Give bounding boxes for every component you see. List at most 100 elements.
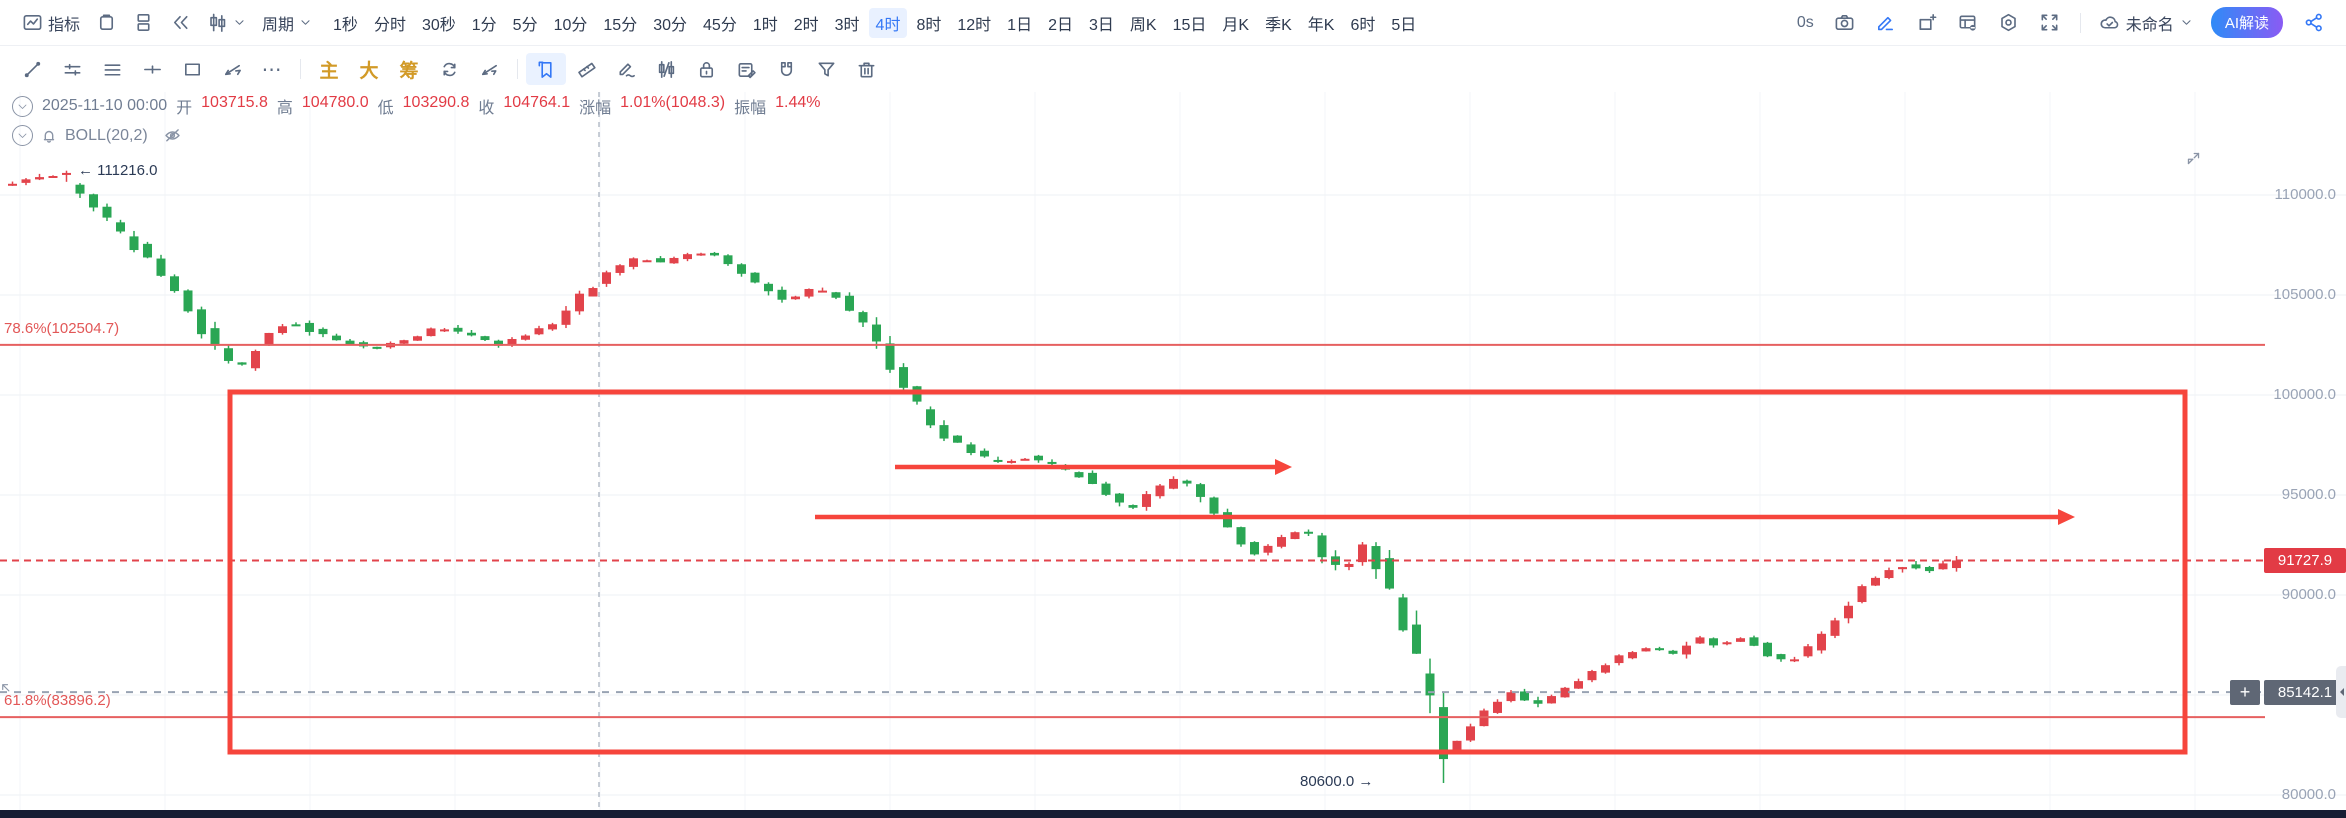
add-order-button[interactable]: + — [2230, 679, 2260, 705]
magnet-tool[interactable] — [766, 53, 806, 85]
timeframe-8时[interactable]: 8时 — [916, 16, 942, 34]
timeframe-30分[interactable]: 30分 — [653, 16, 688, 34]
main-chart-button[interactable]: 主 — [319, 60, 339, 82]
y-axis-label[interactable]: 110000.0 — [2274, 186, 2336, 203]
compare-candles-tool[interactable] — [646, 53, 686, 85]
chart-area: 2025-11-10 00:00 开 103715.8 高 104780.0 低 1032… — [0, 92, 2346, 818]
peak-price-annotation[interactable]: ← 111216.0 — [78, 161, 158, 179]
timeframe-10分[interactable]: 10分 — [553, 16, 588, 34]
timeframe-45分[interactable]: 45分 — [703, 16, 737, 34]
candle-datetime: 2025-11-10 00:00 — [42, 97, 168, 114]
horizontal-line-tool[interactable] — [132, 53, 172, 85]
drawing-board-button[interactable] — [88, 12, 125, 33]
parallel-lines-tool[interactable] — [52, 53, 92, 85]
y-axis-label[interactable]: 80000.0 — [2281, 786, 2336, 803]
timeframe-12时[interactable]: 12时 — [957, 16, 992, 34]
parallel-lines-icon — [64, 63, 80, 76]
indicator-label: 指标 — [48, 16, 81, 34]
fullscreen-button[interactable] — [2031, 12, 2068, 33]
cycle-edit-tool[interactable] — [429, 53, 469, 85]
period-dropdown[interactable]: 周期 — [254, 11, 320, 35]
candle-style-button[interactable] — [199, 12, 254, 33]
timeframe-月K[interactable]: 月K — [1222, 16, 1250, 34]
timeframe-1分[interactable]: 1分 — [471, 16, 497, 34]
pane-expand-button[interactable] — [2185, 150, 2202, 172]
screenshot-button[interactable] — [1826, 12, 1863, 33]
template-button[interactable] — [1949, 12, 1986, 33]
y-axis-label[interactable]: 105000.0 — [2273, 286, 2336, 303]
more-tools-button[interactable]: ⋯ — [252, 53, 292, 85]
freehand-pencil-tool[interactable] — [606, 53, 646, 85]
current-price-badge: 91727.9 — [2264, 547, 2346, 573]
timeframe-1时[interactable]: 1时 — [752, 16, 778, 34]
timeframe-15日[interactable]: 15日 — [1172, 16, 1207, 34]
trash-tool[interactable] — [846, 53, 886, 85]
ruler-tool[interactable] — [566, 53, 606, 85]
split-layout-button[interactable] — [125, 12, 162, 33]
collapse-chevron-icon[interactable] — [12, 125, 33, 146]
rectangle-tool[interactable] — [172, 53, 212, 85]
panel-collapse-tab[interactable] — [2336, 666, 2346, 719]
share-button[interactable] — [2295, 12, 2332, 33]
indicator-button[interactable]: 指标 — [14, 11, 88, 35]
order-price-badge[interactable]: 85142.1 — [2264, 679, 2346, 705]
timeframe-15分[interactable]: 15分 — [603, 16, 638, 34]
fib-retracement-tool[interactable] — [212, 53, 252, 85]
timeframe-分时[interactable]: 分时 — [373, 16, 406, 34]
indicator-chart-icon — [23, 15, 42, 30]
timeframe-1日[interactable]: 1日 — [1007, 16, 1033, 34]
ai-analysis-button[interactable]: AI解读 — [2210, 7, 2283, 38]
timeframe-周K[interactable]: 周K — [1129, 16, 1157, 34]
filter-tool[interactable] — [806, 53, 846, 85]
timeframe-4时[interactable]: 4时 — [868, 7, 908, 38]
y-axis-label[interactable]: 90000.0 — [2281, 586, 2336, 603]
add-pane-icon — [1919, 14, 1937, 30]
document-name-dropdown[interactable]: 未命名 — [2093, 11, 2199, 35]
note-edit-icon — [738, 62, 756, 78]
bookmark-tool[interactable] — [526, 53, 566, 85]
chart-canvas[interactable] — [0, 92, 2346, 818]
fib-retracement-tool-2[interactable] — [469, 53, 509, 85]
y-axis-label[interactable]: 95000.0 — [2281, 486, 2336, 503]
chip-distribution-button[interactable]: 筹 — [399, 60, 419, 82]
timeframe-1秒[interactable]: 1秒 — [333, 16, 358, 34]
split-layout-icon — [137, 14, 150, 31]
timeframe-3日[interactable]: 3日 — [1088, 16, 1114, 34]
low-price-annotation[interactable]: 80600.0 → — [1300, 773, 1374, 790]
timeframe-6时[interactable]: 6时 — [1350, 16, 1376, 34]
fib-retracement-icon — [481, 64, 497, 75]
timeframe-3时[interactable]: 3时 — [834, 16, 860, 34]
collapse-chevron-icon[interactable] — [12, 95, 33, 117]
ohlc-field-label: 高 — [276, 100, 293, 117]
fib-level-label-618[interactable]: 61.8%(83896.2) — [4, 692, 111, 710]
big-chart-button[interactable]: 大 — [359, 60, 379, 82]
timeframe-30秒[interactable]: 30秒 — [421, 16, 456, 34]
alert-bell-icon[interactable] — [40, 127, 58, 145]
top-toolbar: 指标 周期 1秒 分时 30秒 1分 5分 10分 15分 30分 45分 1时 2时 3时 4时 8时 1… — [0, 0, 2346, 46]
note-edit-tool[interactable] — [726, 53, 766, 85]
settings-button[interactable] — [1990, 12, 2027, 33]
filter-funnel-icon — [818, 61, 834, 77]
lock-tool[interactable] — [686, 53, 726, 85]
timeframe-2时[interactable]: 2时 — [793, 16, 819, 34]
trend-line-tool[interactable] — [12, 53, 52, 85]
compare-candles-icon — [658, 60, 674, 78]
multi-lines-tool[interactable] — [92, 53, 132, 85]
document-name: 未命名 — [2125, 16, 2174, 34]
fib-level-label-786[interactable]: 78.6%(102504.7) — [4, 319, 120, 337]
add-pane-button[interactable] — [1908, 12, 1945, 33]
replay-time: 0s — [1796, 13, 1814, 31]
timeframe-年K[interactable]: 年K — [1307, 16, 1335, 34]
timeframe-2日[interactable]: 2日 — [1048, 16, 1073, 34]
timeframe-5日[interactable]: 5日 — [1391, 16, 1417, 34]
rectangle-tool-icon — [184, 62, 200, 76]
indicator-name[interactable]: BOLL(20,2) — [65, 126, 148, 144]
y-axis-label[interactable]: 100000.0 — [2273, 386, 2336, 403]
replay-rewind-button[interactable] — [162, 12, 199, 33]
ohlc-info-bar: 2025-11-10 00:00 开 103715.8 高 104780.0 低 1032… — [12, 94, 821, 118]
eye-off-icon[interactable] — [163, 126, 182, 145]
alert-line-handle[interactable] — [0, 682, 15, 702]
edit-note-button[interactable] — [1867, 12, 1904, 33]
timeframe-季K[interactable]: 季K — [1265, 16, 1292, 34]
timeframe-5分[interactable]: 5分 — [512, 16, 538, 34]
